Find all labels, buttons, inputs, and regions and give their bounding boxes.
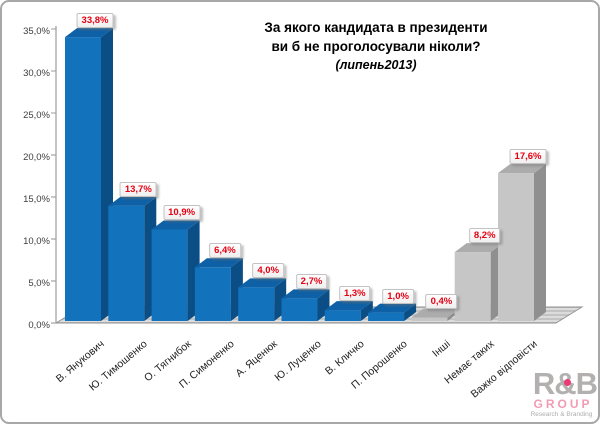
- logo-tagline: Research & Branding: [530, 411, 593, 418]
- bar-value-label: 13,7%: [119, 181, 157, 197]
- bar-value-label: 8,2%: [468, 228, 501, 244]
- bar-front-face: [238, 287, 275, 321]
- bar-top-face: [238, 278, 287, 288]
- bar-top-face: [281, 289, 330, 299]
- bar-value-label: 4,0%: [252, 263, 285, 279]
- bar-value-label: 1,3%: [338, 286, 371, 302]
- y-axis-tick-label: 20,0%: [23, 151, 50, 163]
- bar-top-face: [65, 28, 113, 38]
- bar-top-face: [368, 303, 417, 313]
- y-axis-tick-label: 25,0%: [23, 109, 50, 121]
- bar-front-face: [498, 173, 534, 321]
- y-axis-tick-label: 30,0%: [23, 67, 50, 79]
- bar-value-label: 10,9%: [163, 205, 201, 221]
- bar-4: [194, 258, 243, 321]
- bar-top-face: [411, 308, 460, 318]
- y-axis-tick-label: 15,0%: [23, 193, 50, 205]
- bar-side-face: [360, 301, 373, 321]
- bar-value-label: 2,7%: [295, 274, 328, 290]
- bar-5: [238, 278, 287, 321]
- logo-group-text: GROUP: [533, 397, 593, 411]
- y-axis-tick-label: 5,0%: [28, 277, 50, 289]
- bar-value-label: 17,6%: [509, 149, 547, 165]
- bar-1: [65, 28, 113, 322]
- chart-title: За якого кандидата в президенти ви б не …: [228, 18, 524, 75]
- bar-front-face: [324, 310, 361, 321]
- bar-top-face: [324, 301, 373, 311]
- bar-10: [454, 243, 503, 321]
- bar-front-face: [411, 317, 448, 321]
- chart-title-line1: За якого кандидата в президенти: [264, 20, 488, 35]
- y-axis-tick-label: 35,0%: [23, 25, 50, 37]
- bar-2: [108, 196, 157, 321]
- bar-top-face: [194, 258, 243, 268]
- bar-front-face: [108, 205, 145, 321]
- bar-value-label: 1,0%: [382, 288, 414, 304]
- bar-side-face: [534, 164, 546, 321]
- bar-value-label: 0,4%: [425, 293, 458, 309]
- bar-6: [281, 289, 330, 321]
- bar-front-face: [281, 298, 318, 321]
- bar-11: [498, 164, 546, 321]
- bar-3: [151, 220, 200, 321]
- bar-top-face: [151, 220, 200, 230]
- y-axis-tick-label: 0,0%: [28, 319, 50, 331]
- bar-value-label: 6,4%: [209, 243, 241, 259]
- bar-7: [324, 301, 373, 321]
- bar-8: [368, 303, 417, 321]
- bar-value-label: 33,8%: [76, 13, 114, 29]
- bar-top-face: [498, 164, 546, 174]
- bar-front-face: [65, 37, 101, 321]
- bar-top-face: [454, 243, 503, 253]
- logo-pink-dot-icon: [564, 379, 571, 386]
- bar-front-face: [151, 229, 188, 321]
- rb-group-logo: R&B GROUP Research & Branding: [525, 368, 598, 419]
- chart-title-line2: ви б не проголосували ніколи?: [271, 39, 481, 54]
- bar-front-face: [454, 252, 491, 321]
- logo-rb-text: R&B: [525, 368, 598, 399]
- bar-top-face: [108, 196, 157, 206]
- bar-front-face: [194, 267, 231, 321]
- y-axis-tick-label: 10,0%: [23, 235, 50, 247]
- bar-side-face: [404, 303, 417, 321]
- chart-title-date: (липень2013): [335, 58, 417, 72]
- bar-front-face: [368, 312, 405, 321]
